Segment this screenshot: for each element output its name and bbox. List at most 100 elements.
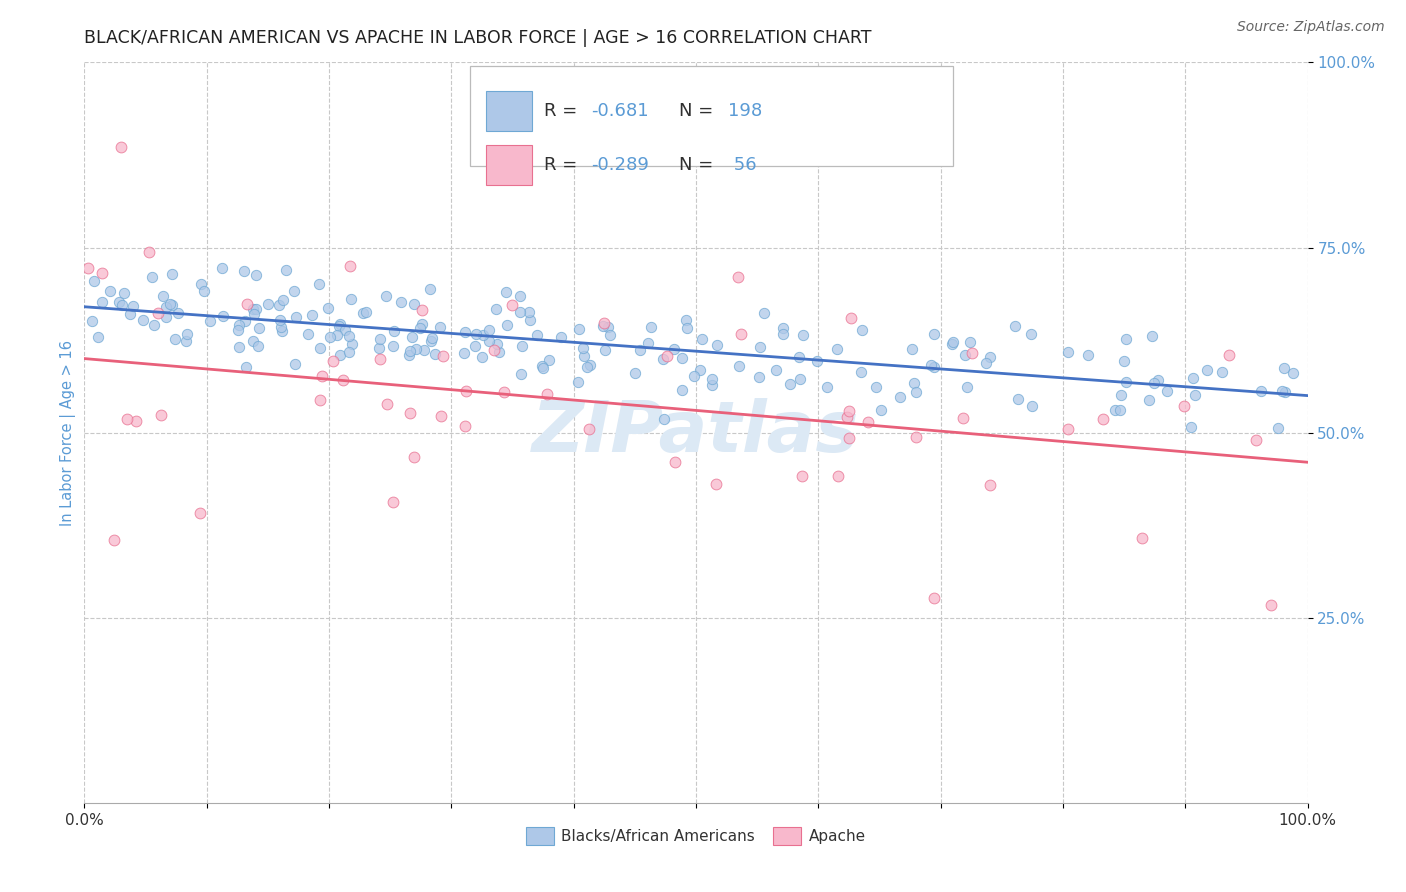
Point (122, 299, 145, 313)
Point (339, 345, 361, 359)
Point (792, 327, 814, 342)
Point (150, 408, 173, 422)
Point (110, 139, 132, 153)
Point (815, 379, 838, 393)
Point (727, 359, 749, 373)
Point (98, 285, 121, 299)
Point (960, 345, 983, 359)
Point (1211, 365, 1233, 379)
Point (1181, 371, 1204, 385)
Point (339, 329, 361, 343)
Text: -0.289: -0.289 (591, 156, 648, 174)
Text: 56: 56 (728, 156, 756, 174)
Point (901, 343, 924, 357)
FancyBboxPatch shape (470, 66, 953, 166)
Point (472, 328, 495, 343)
Point (405, 342, 427, 356)
Point (103, 533, 125, 547)
Point (243, 307, 266, 321)
Point (956, 380, 979, 394)
Point (152, 288, 174, 302)
Point (1056, 422, 1078, 436)
Point (904, 430, 927, 444)
Point (87, 329, 110, 343)
Text: N =: N = (679, 102, 713, 120)
Point (952, 411, 974, 425)
Point (683, 369, 706, 384)
Point (526, 328, 548, 343)
Point (538, 353, 561, 368)
Point (838, 431, 860, 445)
Point (402, 296, 425, 310)
Point (1109, 388, 1132, 402)
Point (226, 323, 249, 337)
Point (257, 297, 280, 311)
Point (789, 371, 811, 385)
Point (453, 346, 475, 360)
Point (510, 367, 533, 381)
Point (706, 476, 728, 491)
Point (652, 412, 675, 426)
Point (536, 387, 558, 401)
Point (269, 313, 291, 327)
Point (132, 312, 155, 326)
Point (752, 306, 775, 320)
Point (118, 307, 141, 321)
Point (1114, 354, 1136, 368)
Point (531, 361, 554, 376)
Point (1260, 598, 1282, 612)
Point (146, 306, 169, 320)
Point (870, 402, 893, 417)
Point (675, 320, 697, 334)
Point (200, 314, 222, 328)
Point (825, 342, 848, 356)
Point (851, 323, 873, 337)
Point (423, 347, 446, 361)
Point (904, 385, 927, 400)
Point (578, 422, 600, 436)
Point (111, 298, 134, 312)
Point (579, 358, 602, 372)
Point (592, 316, 614, 330)
Point (246, 339, 269, 353)
Point (193, 285, 215, 299)
Point (675, 312, 697, 326)
Point (245, 268, 267, 282)
Bar (485, 91, 531, 131)
Point (508, 305, 530, 319)
Point (83, 274, 105, 288)
Point (143, 318, 166, 332)
Point (420, 334, 443, 348)
Point (325, 328, 347, 343)
Text: N =: N = (679, 156, 713, 174)
Point (839, 310, 862, 325)
Text: BLACK/AFRICAN AMERICAN VS APACHE IN LABOR FORCE | AGE > 16 CORRELATION CHART: BLACK/AFRICAN AMERICAN VS APACHE IN LABO… (84, 29, 872, 47)
Point (332, 373, 354, 387)
Point (138, 245, 160, 260)
Point (1115, 376, 1137, 390)
Point (340, 337, 363, 351)
Point (419, 282, 441, 296)
Point (167, 305, 190, 319)
Point (772, 326, 794, 341)
Point (571, 341, 593, 355)
Point (519, 313, 541, 327)
Point (942, 334, 965, 349)
Point (567, 375, 589, 389)
Point (432, 349, 454, 363)
Point (271, 293, 294, 308)
Point (1077, 348, 1099, 362)
Point (478, 323, 501, 337)
Point (1137, 393, 1160, 408)
Point (91, 295, 114, 310)
Point (730, 327, 752, 342)
Point (671, 351, 693, 365)
Point (165, 332, 187, 346)
Point (429, 319, 451, 334)
Point (420, 331, 443, 345)
Point (1197, 362, 1219, 376)
Point (270, 324, 292, 338)
Point (454, 418, 477, 433)
Point (1004, 319, 1026, 334)
Point (242, 301, 264, 316)
